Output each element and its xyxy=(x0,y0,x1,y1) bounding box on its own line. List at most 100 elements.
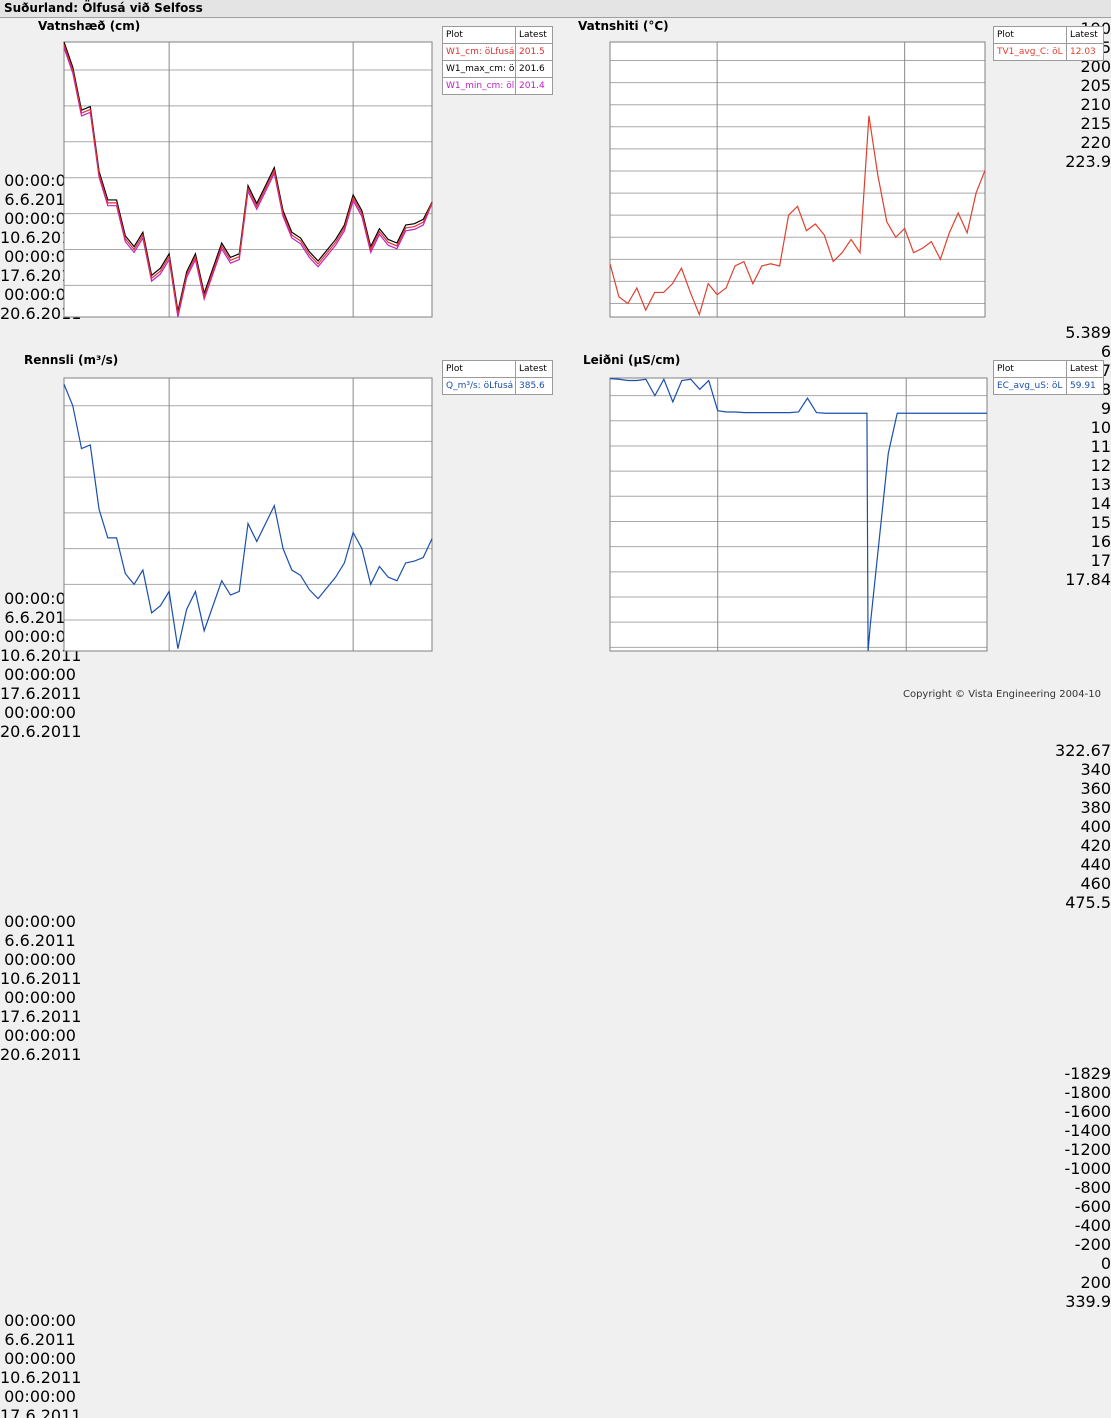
y-tick-label: -1400 xyxy=(1064,1121,1111,1140)
y-tick-label: 420 xyxy=(1080,836,1111,855)
copyright: Copyright © Vista Engineering 2004-10 xyxy=(902,689,1101,700)
y-tick-label: 17.84 xyxy=(1065,570,1111,589)
legend-name: W1_min_cm: öl xyxy=(442,77,516,95)
x-tick-label: 00:00:00 17.6.2011 xyxy=(0,1387,82,1418)
y-tick-label: 340 xyxy=(1080,760,1111,779)
x-tick-label: 00:00:00 6.6.2011 xyxy=(4,589,76,627)
y-tick-label: 440 xyxy=(1080,855,1111,874)
y-tick-label: -1000 xyxy=(1064,1159,1111,1178)
y-tick-label: 17 xyxy=(1090,551,1111,570)
legend-latest: 385.6 xyxy=(515,377,553,395)
legend-header-row: Plot Latest xyxy=(993,360,1104,378)
y-tick-label: 13 xyxy=(1090,475,1111,494)
legend: Plot Latest W1_cm: öLfusá 201.5 W1_max_cm: ö… xyxy=(442,26,553,95)
y-tick-label: -600 xyxy=(1074,1197,1111,1216)
legend-header: Plot xyxy=(442,26,516,44)
legend-row: W1_cm: öLfusá 201.5 xyxy=(442,43,553,61)
x-tick-label: 00:00:00 6.6.2011 xyxy=(4,171,76,209)
data-line xyxy=(63,41,433,312)
legend-header: Latest xyxy=(1066,26,1104,44)
x-tick-label: 00:00:00 17.6.2011 xyxy=(0,665,82,703)
charts-canvas xyxy=(0,0,1111,652)
legend: Plot Latest Q_m³/s: öLfusá 385.6 xyxy=(442,360,553,395)
y-tick-label: -1800 xyxy=(1064,1083,1111,1102)
legend-name: W1_cm: öLfusá xyxy=(442,43,516,61)
y-tick-label: 400 xyxy=(1080,817,1111,836)
legend-row: W1_min_cm: öl 201.4 xyxy=(442,77,553,95)
chart-title: Rennsli (m³/s) xyxy=(24,353,119,367)
x-tick-label: 00:00:00 17.6.2011 xyxy=(0,247,82,285)
legend-header: Plot xyxy=(993,26,1067,44)
y-tick-label: 322.67 xyxy=(1055,741,1111,760)
y-tick-label: 16 xyxy=(1090,532,1111,551)
x-tick-label: 00:00:00 10.6.2011 xyxy=(0,627,82,665)
plot-border xyxy=(609,377,988,652)
y-tick-label: 475.5 xyxy=(1065,893,1111,912)
legend-header-row: Plot Latest xyxy=(993,26,1104,44)
y-tick-label: 200 xyxy=(1080,1273,1111,1292)
data-line xyxy=(63,384,433,649)
y-tick-label: 5.389 xyxy=(1065,323,1111,342)
y-tick-label: 11 xyxy=(1090,437,1111,456)
x-tick-label: 00:00:00 6.6.2011 xyxy=(4,1311,76,1349)
data-line xyxy=(609,115,986,317)
plot-area xyxy=(610,42,985,317)
legend-header-row: Plot Latest xyxy=(442,360,553,378)
chart-title: Vatnshæð (cm) xyxy=(38,19,141,33)
plot-area xyxy=(610,378,987,651)
legend-row: W1_max_cm: ö 201.6 xyxy=(442,60,553,78)
y-tick-label: 6 xyxy=(1100,342,1111,361)
x-tick-label: 00:00:00 10.6.2011 xyxy=(0,209,82,247)
data-line xyxy=(609,377,988,652)
legend-latest: 201.6 xyxy=(515,60,553,78)
y-tick-label: 380 xyxy=(1080,798,1111,817)
y-tick-label: 460 xyxy=(1080,874,1111,893)
legend-header: Plot xyxy=(993,360,1067,378)
page-title: Suðurland: Ölfusá við Selfoss xyxy=(4,1,203,15)
x-tick-label: 00:00:00 20.6.2011 xyxy=(0,1026,82,1064)
legend-latest: 201.5 xyxy=(515,43,553,61)
y-tick-label: 10 xyxy=(1090,418,1111,437)
legend-row: EC_avg_uS: öL 59.91 xyxy=(993,377,1104,395)
y-tick-label: -1600 xyxy=(1064,1102,1111,1121)
plot-border xyxy=(63,41,433,318)
y-tick-label: -1829 xyxy=(1064,1064,1111,1083)
y-tick-label: 7 xyxy=(1100,361,1111,380)
legend: Plot Latest TV1_avg_C: öL 12.03 xyxy=(993,26,1104,61)
y-tick-label: 215 xyxy=(1080,114,1111,133)
y-tick-label: -800 xyxy=(1074,1178,1111,1197)
chart-title: Leiðni (µS/cm) xyxy=(583,353,681,367)
y-tick-label: 200 xyxy=(1080,57,1111,76)
x-tick-label: 00:00:00 10.6.2011 xyxy=(0,950,82,988)
y-tick-label: 12 xyxy=(1090,456,1111,475)
x-tick-label: 00:00:00 17.6.2011 xyxy=(0,988,82,1026)
y-tick-label: 223.9 xyxy=(1065,152,1111,171)
y-tick-label: 9 xyxy=(1100,399,1111,418)
y-tick-label: 14 xyxy=(1090,494,1111,513)
plot-area xyxy=(64,378,432,651)
plot-area xyxy=(64,42,432,317)
x-tick-label: 00:00:00 20.6.2011 xyxy=(0,285,82,323)
y-tick-label: 0 xyxy=(1100,1254,1111,1273)
legend-latest: 59.91 xyxy=(1066,377,1104,395)
plot-border xyxy=(609,41,986,318)
y-tick-label: 8 xyxy=(1100,380,1111,399)
y-tick-label: 210 xyxy=(1080,95,1111,114)
legend-row: TV1_avg_C: öL 12.03 xyxy=(993,43,1104,61)
y-tick-label: 220 xyxy=(1080,133,1111,152)
y-tick-label: -200 xyxy=(1074,1235,1111,1254)
x-tick-label: 00:00:00 10.6.2011 xyxy=(0,1349,82,1387)
legend-name: Q_m³/s: öLfusá xyxy=(442,377,516,395)
plot-border xyxy=(63,377,433,652)
header-bar xyxy=(0,0,1111,17)
y-tick-label: 15 xyxy=(1090,513,1111,532)
legend-latest: 201.4 xyxy=(515,77,553,95)
legend-name: W1_max_cm: ö xyxy=(442,60,516,78)
y-tick-label: 339.9 xyxy=(1065,1292,1111,1311)
legend-name: EC_avg_uS: öL xyxy=(993,377,1067,395)
legend: Plot Latest EC_avg_uS: öL 59.91 xyxy=(993,360,1104,395)
y-tick-label: -1200 xyxy=(1064,1140,1111,1159)
legend-header: Latest xyxy=(1066,360,1104,378)
data-line xyxy=(63,44,433,315)
